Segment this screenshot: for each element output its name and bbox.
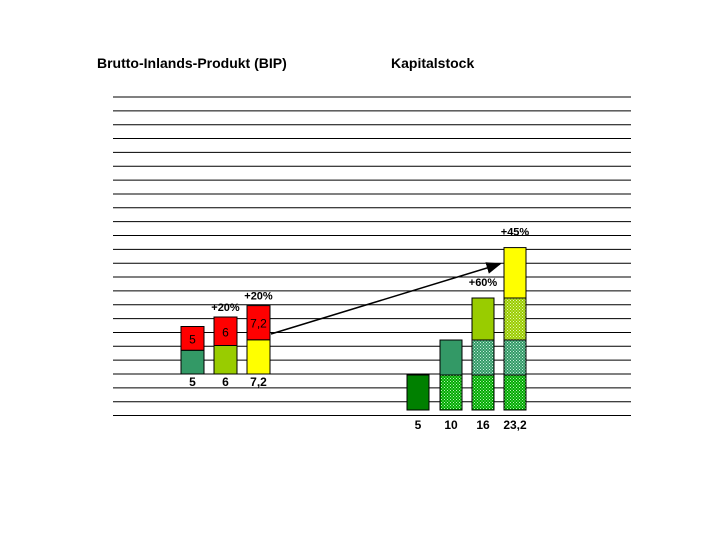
kapital-bar-segment	[503, 247, 527, 299]
kapital-growth-label: +45%	[501, 227, 530, 239]
bip-category-label: 7,2	[250, 375, 267, 389]
bip-segment-label: 5	[189, 332, 196, 346]
bip-category-label: 5	[189, 375, 196, 389]
kapital-category-label: 10	[444, 418, 458, 432]
bip-growth-label: +20%	[244, 291, 273, 303]
kapital-bar-segment	[503, 374, 527, 411]
bars	[180, 247, 527, 411]
kapital-bar-segment	[503, 339, 527, 376]
kapital-bar-segment	[471, 374, 495, 411]
kapital-category-label: 23,2	[503, 418, 527, 432]
bip-bar-lower	[246, 339, 271, 375]
labels: 5 5 6 6 +20% 7,2 7,2 +20% 5 10 16 +60% 23,2 +45%	[189, 227, 529, 432]
bip-segment-label: 7,2	[250, 317, 267, 331]
bip-segment-label: 6	[222, 325, 229, 339]
kapitalstock-title: Kapitalstock	[391, 55, 475, 71]
kapital-category-label: 16	[476, 418, 490, 432]
bip-bar-upper	[246, 305, 271, 341]
bip-title: Brutto-Inlands-Produkt (BIP)	[97, 55, 287, 71]
bip-bar-upper	[180, 326, 205, 351]
bip-bar-upper	[213, 316, 238, 346]
growth-arrow	[270, 262, 502, 335]
bip-bar-lower	[180, 349, 205, 375]
kapital-bar-segment	[439, 374, 463, 411]
bip-category-label: 6	[222, 375, 229, 389]
kapital-category-label: 5	[415, 418, 422, 432]
kapital-growth-label: +60%	[469, 277, 498, 289]
kapital-bar-segment	[471, 297, 495, 341]
bip-bar-lower	[213, 345, 238, 375]
kapital-bar-segment	[503, 297, 527, 341]
gridlines	[113, 96, 631, 417]
bip-growth-label: +20%	[211, 302, 240, 314]
kapital-bar-segment	[406, 374, 430, 411]
kapital-bar-segment	[471, 339, 495, 376]
kapital-bar-segment	[439, 339, 463, 376]
